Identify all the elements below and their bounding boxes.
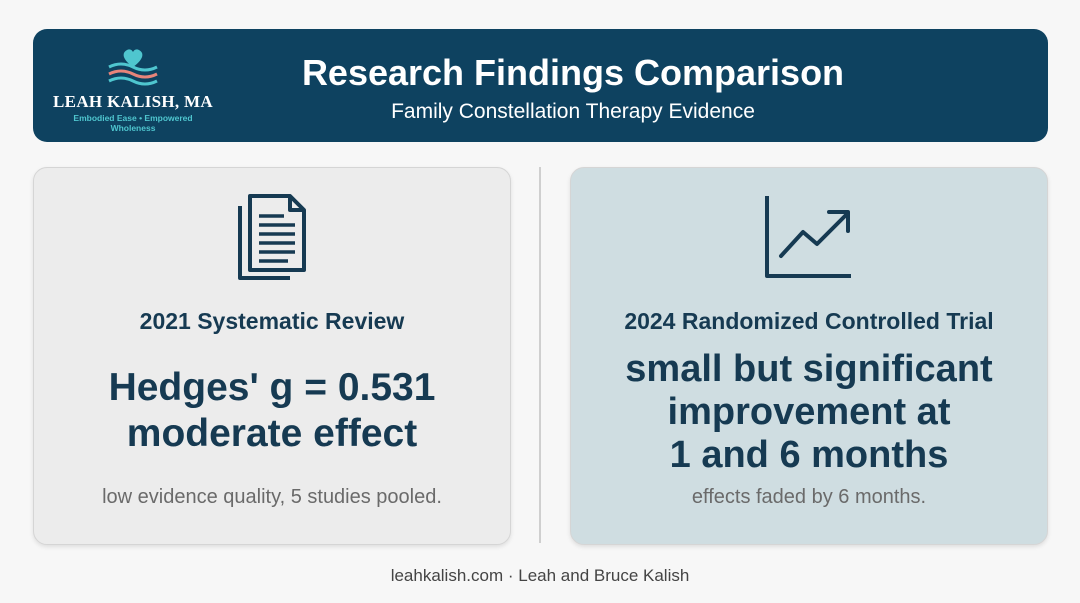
card-note: effects faded by 6 months. <box>691 486 927 508</box>
finding-line-1: small but significant <box>625 348 993 390</box>
footer-credit: leahkalish.com · Leah and Bruce Kalish <box>390 566 690 585</box>
header-banner: LEAH KALISH, MA Embodied Ease • Empowere… <box>33 29 1048 142</box>
heart-waves-logo-icon <box>108 49 158 86</box>
effect-size-label: moderate effect <box>126 412 418 455</box>
trend-chart-icon <box>765 196 851 278</box>
document-icon <box>238 194 306 280</box>
effect-size-value: Hedges' g = 0.531 <box>108 366 436 409</box>
systematic-review-card: 2021 Systematic Review Hedges' g = 0.531… <box>33 167 511 545</box>
card-heading: 2021 Systematic Review <box>139 308 405 334</box>
rct-card: 2024 Randomized Controlled Trial small b… <box>570 167 1048 545</box>
logo: LEAH KALISH, MA Embodied Ease • Empowere… <box>53 47 213 137</box>
finding-line-2: improvement at <box>667 391 951 433</box>
logo-name: LEAH KALISH, MA <box>53 92 213 111</box>
page-title: Research Findings Comparison <box>301 52 845 93</box>
card-heading: 2024 Randomized Controlled Trial <box>624 308 994 334</box>
page-subtitle: Family Constellation Therapy Evidence <box>391 100 755 123</box>
card-note: low evidence quality, 5 studies pooled. <box>102 486 442 508</box>
finding-line-3: 1 and 6 months <box>669 434 949 476</box>
logo-tagline: Embodied Ease • Empowered Wholeness <box>73 113 193 133</box>
divider <box>539 167 541 543</box>
